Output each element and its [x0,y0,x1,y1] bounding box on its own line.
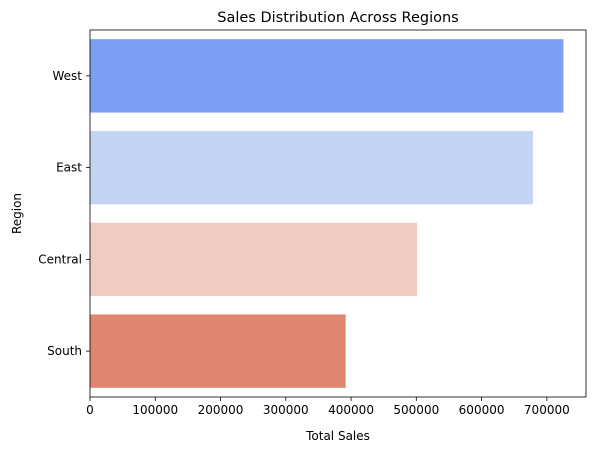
x-tick-label: 400000 [328,403,374,417]
x-tick-label: 300000 [263,403,309,417]
y-axis: West East Central South [38,69,90,358]
bars-group [90,39,564,388]
x-tick-label: 200000 [198,403,244,417]
x-tick-label: 500000 [393,403,439,417]
y-tick-label: Central [38,252,82,266]
bar-east [90,130,533,205]
x-tick-label: 100000 [132,403,178,417]
y-axis-title: Region [10,193,24,234]
x-axis: 0 100000 200000 300000 400000 500000 600000 700… [86,397,570,417]
x-axis-title: Total Sales [305,429,370,443]
bar-central [90,222,418,297]
bar-west [90,39,564,113]
bar-south [90,314,346,388]
y-tick-label: West [52,69,82,83]
x-tick-label: 0 [86,403,94,417]
y-tick-label: East [56,161,82,175]
x-tick-label: 700000 [524,403,570,417]
y-tick-label: South [47,344,82,358]
chart-title: Sales Distribution Across Regions [217,10,458,26]
plot-frame [89,29,587,398]
x-tick-label: 600000 [459,403,505,417]
